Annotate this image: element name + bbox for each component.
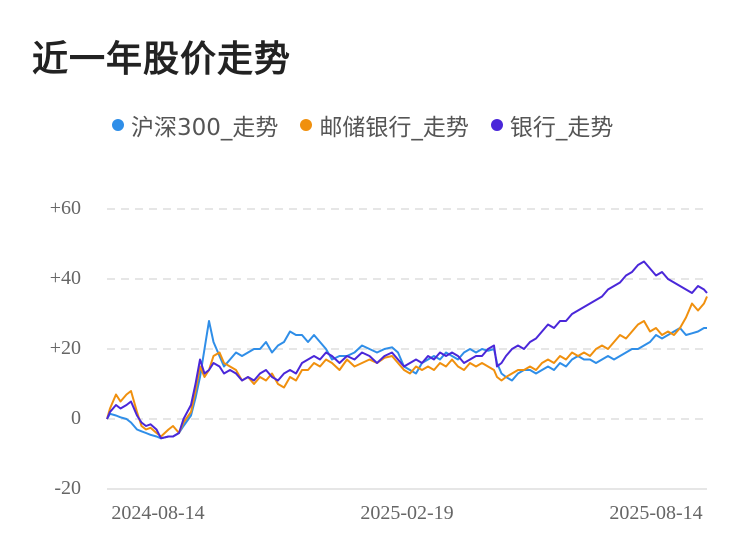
legend-item-bank[interactable]: 银行_走势	[490, 108, 614, 142]
legend-label: 银行_走势	[509, 115, 614, 141]
series-line-1	[106, 296, 708, 438]
series-lines	[106, 260, 708, 440]
legend-item-hs300[interactable]: 沪深300_走势	[112, 108, 278, 142]
x-tick-label: 2025-08-14	[609, 502, 702, 524]
y-tick-label: +40	[50, 267, 81, 289]
y-tick-label: +60	[50, 197, 81, 219]
series-line-0	[106, 320, 707, 440]
legend-label: 邮储银行_走势	[319, 115, 469, 141]
chart-title: 近一年股价走势	[32, 39, 292, 80]
legend-item-psbc[interactable]: 邮储银行_走势	[300, 108, 469, 142]
grid-lines	[107, 208, 707, 490]
x-tick-label: 2025-02-19	[360, 502, 453, 524]
series-line-2	[106, 260, 708, 440]
chart-legend: 沪深300_走势 邮储银行_走势 银行_走势	[112, 108, 635, 142]
legend-dot-icon	[490, 119, 503, 131]
y-tick-label: 0	[71, 407, 81, 429]
x-tick-label: 2024-08-14	[111, 502, 204, 524]
y-tick-label: -20	[54, 477, 81, 499]
legend-dot-icon	[112, 119, 124, 131]
legend-dot-icon	[300, 119, 313, 131]
y-axis: +60 +40 +20 0 -20	[50, 197, 81, 499]
legend-label: 沪深300_走势	[131, 115, 279, 141]
x-axis: 2024-08-14 2025-02-19 2025-08-14	[111, 502, 702, 524]
y-tick-label: +20	[50, 337, 81, 359]
